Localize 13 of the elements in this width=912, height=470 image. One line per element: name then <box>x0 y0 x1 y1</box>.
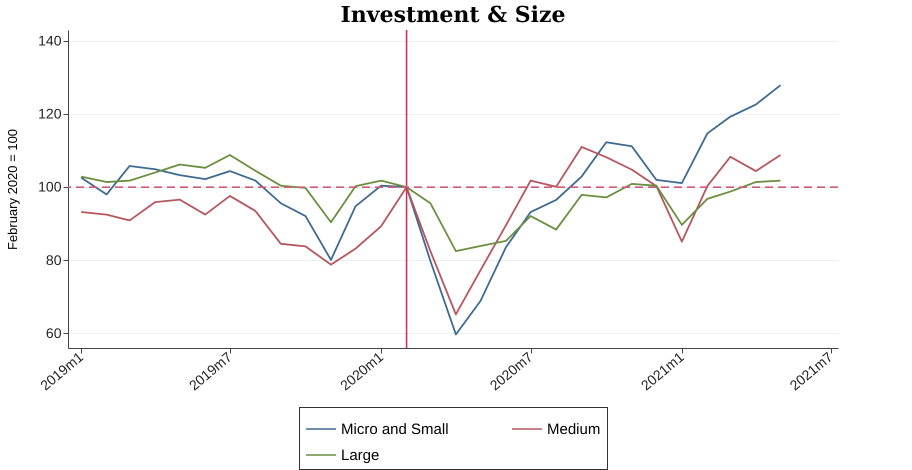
line-series <box>80 146 782 316</box>
y-axis-title: February 2020 = 100 <box>5 128 20 250</box>
y-tick-label: 60 <box>46 324 62 341</box>
y-tick-label: 120 <box>38 106 62 122</box>
legend-label: Medium <box>547 421 600 438</box>
line-series <box>80 84 782 336</box>
y-tick-label: 140 <box>38 32 62 48</box>
line-series <box>80 154 782 252</box>
chart-title: Investment & Size <box>340 2 566 28</box>
legend-label: Micro and Small <box>341 421 449 438</box>
y-tick-label: 100 <box>38 178 62 195</box>
y-tick-label: 80 <box>46 252 62 268</box>
legend-label: Large <box>341 447 380 464</box>
